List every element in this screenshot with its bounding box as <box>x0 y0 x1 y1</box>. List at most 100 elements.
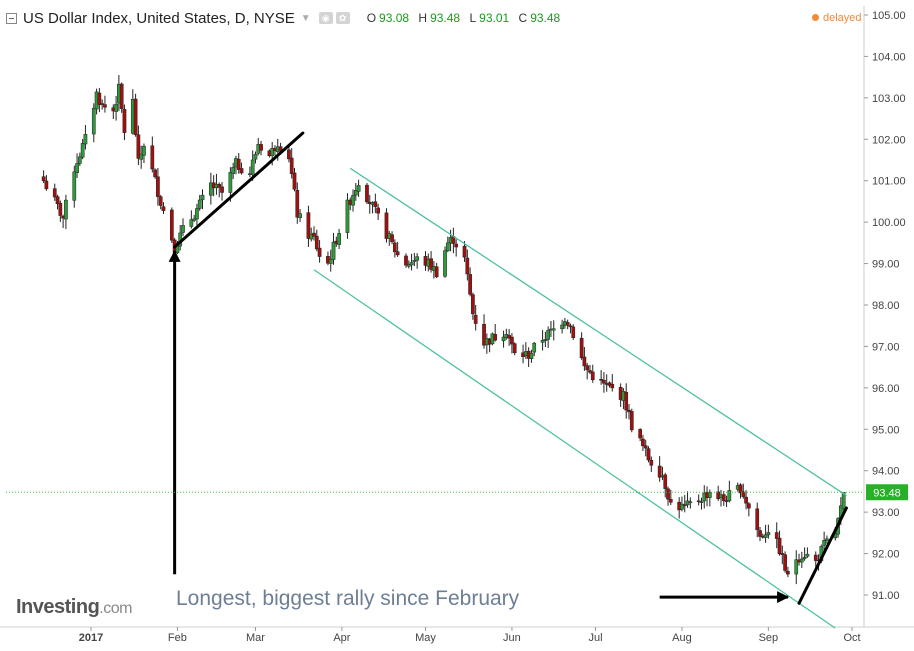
candle <box>540 330 545 351</box>
x-tick-label: Feb <box>168 632 187 644</box>
candle <box>747 502 751 517</box>
candle <box>197 194 202 211</box>
candle <box>390 231 394 245</box>
candle <box>568 323 573 334</box>
chart-header: US Dollar Index, United States, D, NYSE … <box>6 8 560 28</box>
candle <box>158 194 163 210</box>
candle <box>91 103 96 143</box>
last-price-marker: 93.48 <box>6 484 908 501</box>
candle <box>122 104 127 141</box>
candle <box>404 253 408 268</box>
y-tick-label: 98.00 <box>872 300 900 312</box>
candle <box>83 125 88 150</box>
candle <box>688 497 693 509</box>
candle <box>774 522 779 549</box>
candle <box>786 566 790 578</box>
open-value: 93.08 <box>379 11 410 25</box>
candle <box>560 319 564 334</box>
candle <box>192 214 196 222</box>
candle <box>114 95 118 121</box>
candle <box>579 332 584 360</box>
trendline <box>797 506 848 605</box>
delayed-badge: delayed <box>812 12 862 24</box>
candle <box>529 349 534 363</box>
candle <box>409 253 414 271</box>
y-tick-label: 101.00 <box>872 176 906 188</box>
candle <box>501 330 506 348</box>
candle <box>295 182 300 224</box>
candle <box>351 189 355 212</box>
candle <box>44 175 49 191</box>
candle <box>55 194 60 210</box>
candle <box>666 486 670 506</box>
candle <box>41 170 46 184</box>
candle <box>365 182 369 205</box>
status-dot-icon <box>812 14 819 21</box>
candle <box>429 251 433 273</box>
candle <box>777 530 782 556</box>
candle <box>314 229 319 252</box>
y-tick-label: 94.00 <box>872 466 900 478</box>
candle <box>805 547 810 558</box>
candle <box>298 209 302 222</box>
candle <box>103 95 107 113</box>
candle <box>473 304 478 331</box>
candle <box>337 228 341 250</box>
candle <box>799 551 804 569</box>
candle <box>507 329 511 346</box>
candle <box>627 403 631 420</box>
y-tick-label: 104.00 <box>872 51 906 63</box>
candle <box>445 236 450 253</box>
candle <box>64 194 68 230</box>
candle <box>802 547 807 561</box>
high-value: 93.48 <box>430 11 461 25</box>
candle <box>462 241 467 262</box>
y-axis: 91.00 92.00 93.00 94.00 95.00 96.00 97.00 98.00… <box>864 10 906 602</box>
y-tick-label: 96.00 <box>872 383 900 395</box>
candle <box>646 446 651 463</box>
candle <box>209 172 213 205</box>
candle <box>317 240 322 263</box>
x-tick-label: Apr <box>333 632 350 644</box>
candle <box>716 485 721 501</box>
chevron-down-icon[interactable]: ▼ <box>300 12 311 24</box>
candle <box>738 483 743 499</box>
candle <box>471 292 475 320</box>
close-value: 93.48 <box>530 11 561 25</box>
candle <box>822 531 826 551</box>
chart-title: US Dollar Index, United States, D, NYSE <box>23 9 295 27</box>
candle <box>590 364 595 383</box>
candle <box>585 363 590 380</box>
candle <box>142 143 146 163</box>
collapse-icon[interactable] <box>6 12 17 24</box>
candle <box>434 262 439 279</box>
settings-icon[interactable]: ✿ <box>335 12 350 24</box>
candle <box>744 490 748 510</box>
candle <box>75 153 79 179</box>
candle <box>52 183 57 201</box>
candle <box>699 497 704 510</box>
candle <box>643 439 648 457</box>
candle <box>493 324 498 342</box>
candle <box>306 205 311 247</box>
candle <box>328 249 333 272</box>
candle <box>373 193 378 214</box>
x-tick-label: Mar <box>246 632 265 644</box>
y-tick-label: 93.00 <box>872 507 900 519</box>
candle <box>813 551 818 569</box>
annotation-text: Longest, biggest rally since February <box>176 587 520 610</box>
candle <box>724 495 729 507</box>
candle <box>610 374 615 392</box>
channel-upper-line <box>349 167 847 497</box>
candle <box>599 370 603 385</box>
y-tick-label: 100.00 <box>872 217 906 229</box>
candle <box>345 193 350 239</box>
y-tick-label: 102.00 <box>872 134 906 146</box>
eye-icon[interactable]: ◉ <box>318 12 333 24</box>
x-tick-label: May <box>415 632 436 644</box>
candle <box>253 151 258 164</box>
candle <box>641 434 645 452</box>
candle <box>139 145 144 169</box>
candle <box>629 408 634 433</box>
